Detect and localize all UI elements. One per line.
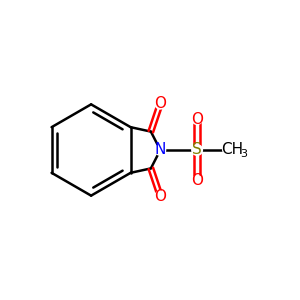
Text: CH: CH	[221, 142, 244, 158]
Ellipse shape	[155, 145, 166, 155]
Text: O: O	[154, 189, 166, 204]
Text: 3: 3	[240, 149, 247, 159]
Ellipse shape	[223, 143, 245, 157]
Ellipse shape	[192, 145, 203, 155]
Ellipse shape	[155, 191, 166, 202]
Ellipse shape	[192, 176, 203, 186]
Text: O: O	[154, 96, 166, 111]
Text: N: N	[154, 142, 166, 158]
Text: O: O	[191, 112, 203, 127]
Ellipse shape	[155, 98, 166, 109]
Text: O: O	[191, 173, 203, 188]
Ellipse shape	[192, 114, 203, 124]
Text: S: S	[192, 142, 202, 158]
